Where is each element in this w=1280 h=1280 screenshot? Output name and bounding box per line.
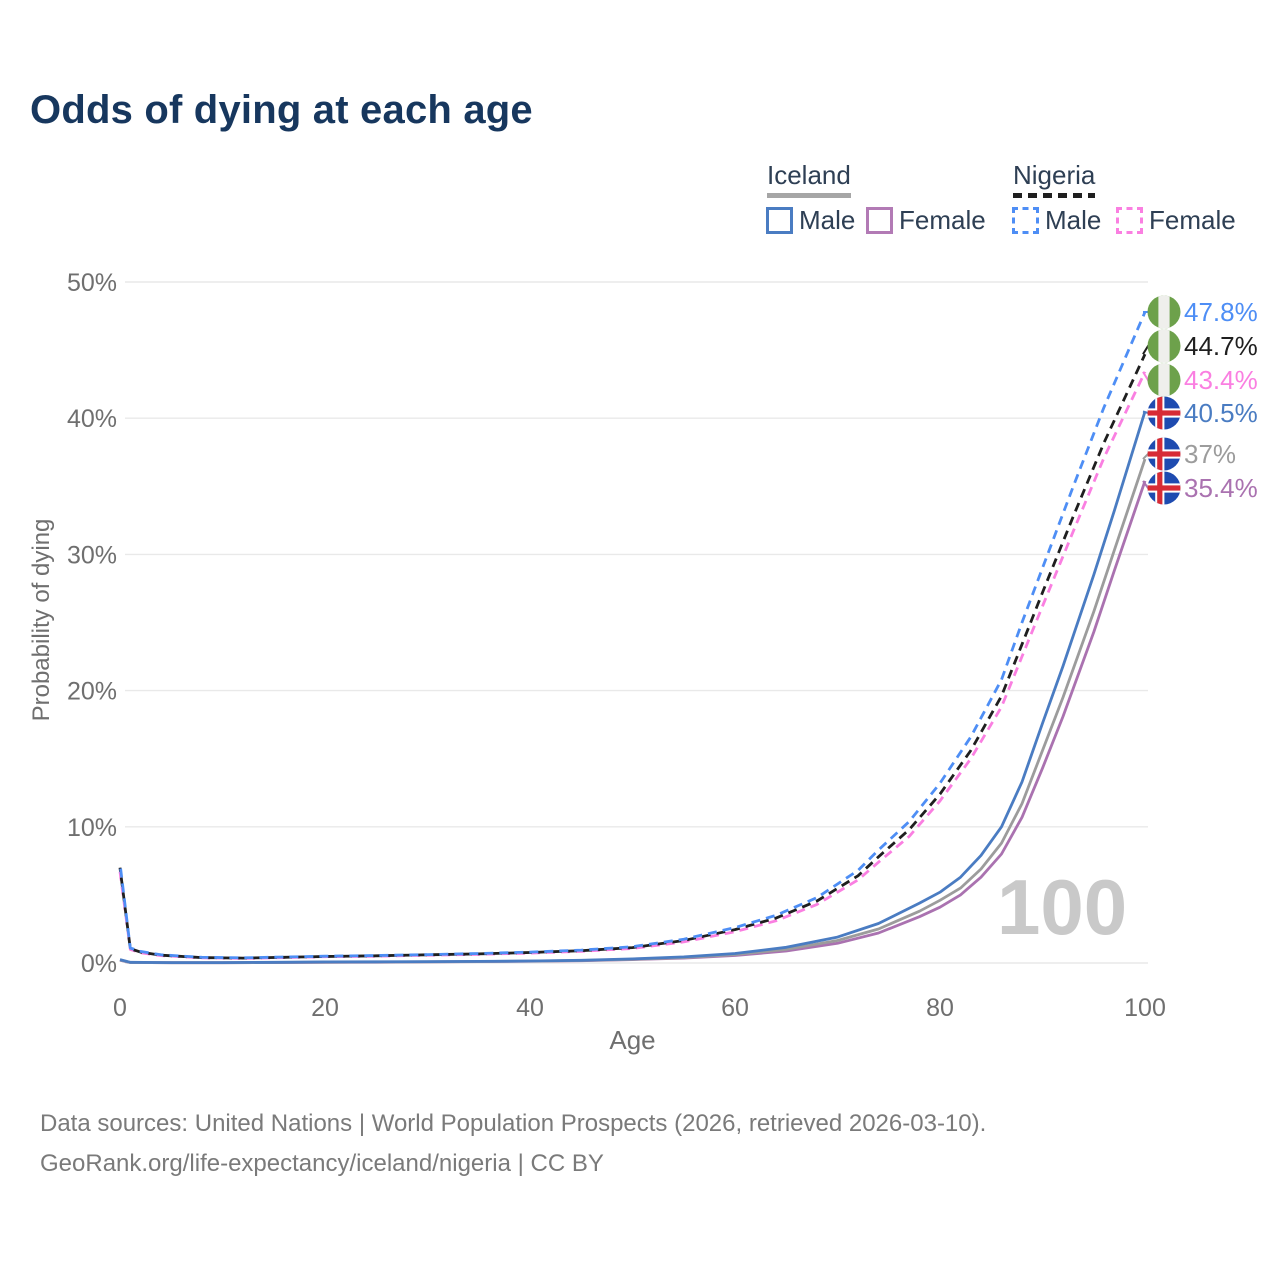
legend-label: Female: [899, 205, 986, 235]
legend-country-iceland[interactable]: Iceland: [767, 160, 851, 190]
flag-nigeria-icon: [1147, 363, 1181, 397]
y-tick-label-40: 40%: [67, 405, 117, 433]
legend-item-nigeria-male[interactable]: Male: [1012, 205, 1101, 236]
x-tick-label-40: 40: [516, 994, 544, 1022]
iceland-female-swatch-icon: [866, 207, 893, 234]
end-value-label-nigeria_female: 43.4%: [1184, 365, 1258, 395]
legend-label: Male: [799, 205, 856, 235]
footer: Data sources: United Nations | World Pop…: [40, 1104, 986, 1184]
x-tick-label-60: 60: [721, 994, 749, 1022]
end-value-label-iceland_both: 37%: [1184, 439, 1236, 469]
series-line-nigeria_female: [118, 371, 1147, 960]
series-line-iceland_both: [119, 458, 1147, 965]
y-tick-label-30: 30%: [67, 541, 117, 569]
x-tick-label-20: 20: [311, 994, 339, 1022]
flag-iceland-icon: [1147, 471, 1181, 505]
y-tick-label-0: 0%: [81, 950, 117, 978]
end-value-label-nigeria_both: 44.7%: [1184, 331, 1258, 361]
data-sources-line: Data sources: United Nations | World Pop…: [40, 1110, 987, 1137]
x-tick-label-0: 0: [113, 994, 127, 1022]
end-value-label-iceland_female: 35.4%: [1184, 473, 1258, 503]
legend-country-nigeria[interactable]: Nigeria: [1013, 160, 1096, 190]
legend-item-nigeria-female[interactable]: Female: [1116, 205, 1236, 236]
chart-title: Odds of dying at each age: [30, 88, 533, 132]
age-counter-watermark: 100: [997, 863, 1128, 951]
attribution-line: GeoRank.org/life-expectancy/iceland/nige…: [40, 1150, 604, 1177]
flag-iceland-icon: [1147, 396, 1181, 430]
x-tick-label-100: 100: [1124, 994, 1166, 1022]
iceland-male-swatch-icon: [766, 207, 793, 234]
legend-label: Male: [1045, 205, 1102, 235]
legend-underline-iceland: [767, 193, 851, 198]
series-line-iceland_male: [119, 410, 1147, 964]
y-axis-title: Probability of dying: [28, 518, 55, 722]
y-tick-label-20: 20%: [67, 678, 117, 706]
end-value-label-iceland_male: 40.5%: [1184, 398, 1258, 428]
series-line-nigeria_both: [118, 353, 1147, 960]
y-tick-label-10: 10%: [67, 814, 117, 842]
flag-nigeria-icon: [1147, 295, 1181, 329]
nigeria-male-swatch-icon: [1012, 207, 1039, 234]
end-value-label-nigeria_male: 47.8%: [1184, 297, 1258, 327]
legend-label: Female: [1149, 205, 1236, 235]
x-axis-title: Age: [609, 1025, 655, 1055]
y-tick-label-50: 50%: [67, 269, 117, 297]
series-line-nigeria_male: [118, 311, 1147, 960]
legend-item-iceland-female[interactable]: Female: [866, 205, 986, 236]
nigeria-female-swatch-icon: [1116, 207, 1143, 234]
flag-iceland-icon: [1147, 437, 1181, 471]
legend-underline-nigeria: [1013, 193, 1095, 198]
legend-item-iceland-male[interactable]: Male: [766, 205, 855, 236]
x-tick-label-80: 80: [926, 994, 954, 1022]
flag-nigeria-icon: [1147, 329, 1181, 363]
